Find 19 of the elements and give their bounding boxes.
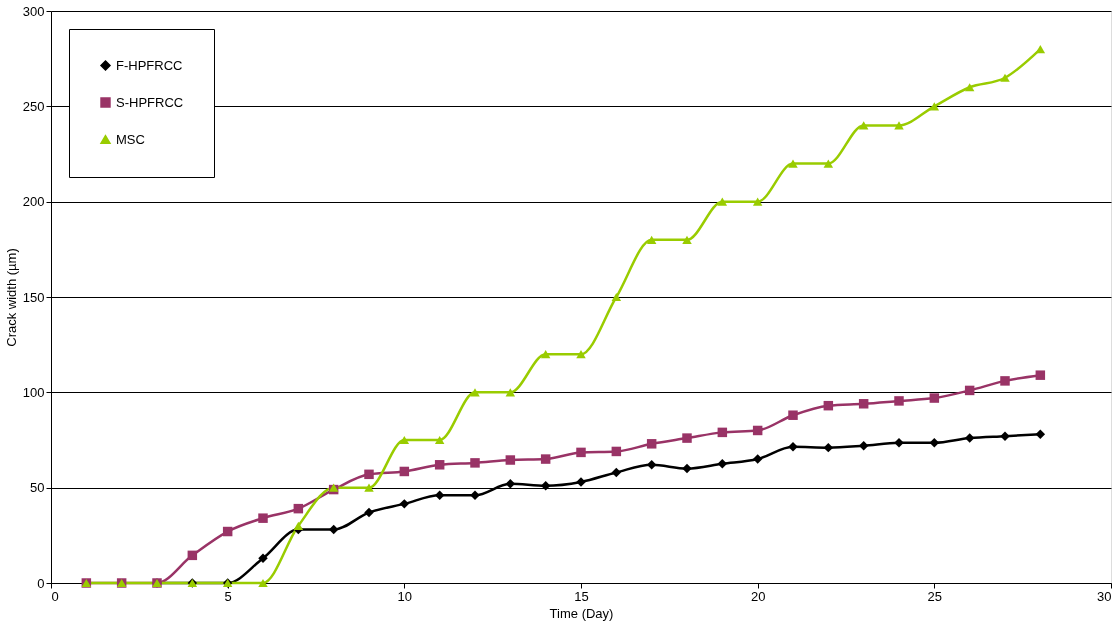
x-tick-label: 20 <box>750 588 766 604</box>
x-tick-label: 0 <box>51 588 59 604</box>
x-tick-label: 5 <box>224 588 232 604</box>
x-tick-label: 30 <box>1097 588 1112 604</box>
y-tick-label: 300 <box>22 3 45 19</box>
y-tick-label: 100 <box>22 384 45 400</box>
legend-label: S-HPFRCC <box>116 94 184 110</box>
x-tick-label: 10 <box>397 588 413 604</box>
legend-label: MSC <box>116 131 145 147</box>
x-tick-label: 15 <box>574 588 589 604</box>
y-tick-label: 200 <box>22 194 45 210</box>
y-tick-label: 50 <box>30 480 45 496</box>
y-tick-label: 0 <box>37 575 45 591</box>
y-tick-label: 250 <box>22 98 45 114</box>
legend-label: F-HPFRCC <box>116 57 183 73</box>
y-tick-label: 150 <box>22 289 45 305</box>
y-axis-title: Crack width (µm) <box>3 248 19 347</box>
x-tick-label: 25 <box>927 588 943 604</box>
x-axis-title: Time (Day) <box>549 605 614 621</box>
